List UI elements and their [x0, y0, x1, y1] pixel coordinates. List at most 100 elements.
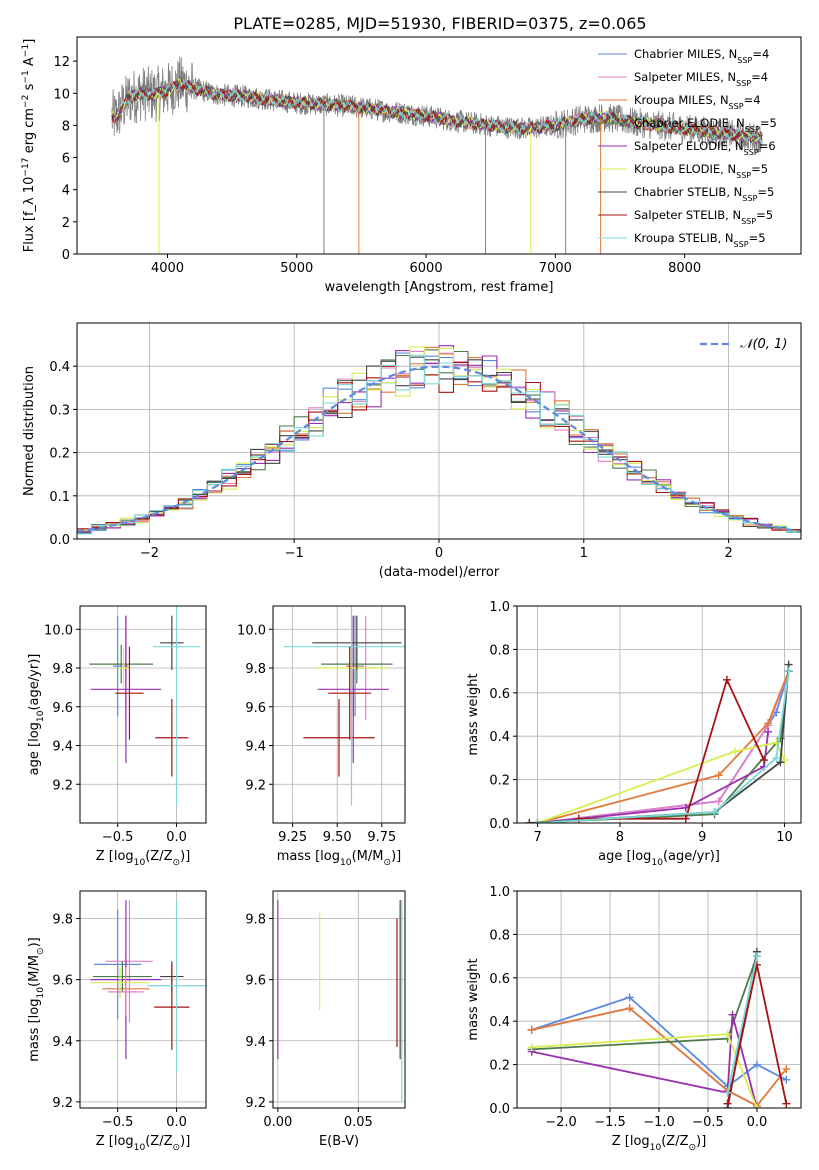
- x-tick-label: 5000: [280, 261, 313, 276]
- weight-line-salpeter-miles: [537, 670, 790, 823]
- weight-line-kroupa-miles: [537, 670, 790, 823]
- x-tick-label: 0.0: [747, 1115, 768, 1130]
- weight-line-chabrier-miles: [537, 670, 790, 823]
- weight-marker-salpeter-stelib: [722, 675, 731, 684]
- y-tick-label: 0.0: [489, 817, 510, 832]
- weight-marker-salpeter-elodie: [728, 1010, 737, 1019]
- y-tick-label: 1.0: [489, 600, 510, 615]
- figure-title: PLATE=0285, MJD=51930, FIBERID=0375, z=0…: [233, 14, 646, 33]
- y-tick-label: 0.2: [489, 1059, 510, 1074]
- age-vs-metallicity-axes: −0.5 0.0 9.2 9.4 9.6 9.8 10.0 Z [log10(Z/Z⊙)] ag…: [27, 605, 207, 868]
- weight-marker-kroupa-stelib: [752, 952, 761, 961]
- x-tick-label: 9.25: [278, 830, 307, 845]
- y-tick-label: 12: [53, 55, 70, 70]
- weight-marker-kroupa-elodie: [527, 1043, 536, 1052]
- weight-marker-chabrier-miles: [625, 993, 634, 1002]
- legend-label-salpeter-elodie: Salpeter ELODIE, NSSP=6: [634, 139, 776, 157]
- legend-label-chabrier-elodie: Chabrier ELODIE, NSSP=5: [634, 116, 777, 134]
- axes-frame: [272, 890, 406, 1109]
- weight-marker-kroupa-elodie: [723, 1030, 732, 1039]
- model-line-kroupa-stelib: [111, 78, 763, 145]
- weight-line-kroupa-elodie: [537, 741, 786, 823]
- y-tick-label: 8: [62, 119, 70, 134]
- y-axis-label: mass [log10(M/M⊙)]: [27, 937, 46, 1061]
- x-tick-label: 9: [698, 830, 706, 845]
- weight-marker-salpeter-elodie: [764, 727, 773, 736]
- weight-line-chabrier-elodie: [529, 670, 790, 823]
- y-tick-label: 0.6: [489, 687, 510, 702]
- x-axis-label: Z [log10(Z/Z⊙)]: [612, 1134, 707, 1153]
- legend-label-salpeter-miles: Salpeter MILES, NSSP=4: [634, 70, 768, 88]
- y-tick-label: 9.2: [52, 1096, 73, 1111]
- legend-label-kroupa-stelib: Kroupa STELIB, NSSP=5: [634, 231, 766, 249]
- y-tick-label: 0.1: [49, 490, 70, 505]
- weight-marker-kroupa-miles: [527, 1025, 536, 1034]
- weight-marker-kroupa-stelib: [710, 808, 719, 817]
- x-axis-label: mass [log10(M/M⊙)]: [277, 849, 401, 868]
- weight-marker-salpeter-stelib: [723, 1099, 732, 1108]
- y-tick-label: 9.4: [52, 740, 73, 755]
- plot-area: [111, 56, 763, 254]
- plot-area: [90, 900, 206, 1072]
- x-axis-label: Z [log10(Z/Z⊙)]: [96, 1134, 191, 1153]
- x-tick-label: −1.5: [594, 1115, 626, 1130]
- weight-line-kroupa-stelib: [537, 670, 790, 823]
- weight-line-kroupa-stelib: [726, 955, 758, 1093]
- weight-marker-kroupa-stelib: [772, 753, 781, 762]
- weight-marker-salpeter-stelib: [782, 1099, 791, 1108]
- x-tick-label: −0.5: [692, 1115, 724, 1130]
- y-tick-label: 10: [53, 87, 70, 102]
- x-tick-label: 8000: [668, 261, 701, 276]
- weight-marker-kroupa-stelib: [533, 819, 542, 823]
- mass-weight-vs-age-axes: 7 8 9 10 0.0 0.2 0.4 0.6 0.8 1.0 age [log10(age/yr…: [466, 600, 802, 868]
- weight-marker-chabrier-miles: [782, 1075, 791, 1084]
- weight-marker-kroupa-stelib: [723, 1088, 732, 1097]
- y-tick-label: 4: [62, 184, 70, 199]
- weight-marker-salpeter-stelib: [759, 756, 768, 765]
- x-axis-label: E(B-V): [319, 1134, 359, 1149]
- y-tick-label: 0.4: [49, 360, 70, 375]
- axes-frame: [272, 605, 406, 824]
- y-tick-label: 0.3: [49, 403, 70, 418]
- weight-marker-kroupa-miles: [782, 1064, 791, 1073]
- y-axis-label: mass weight: [466, 673, 481, 755]
- y-tick-label: 9.6: [245, 701, 266, 716]
- x-tick-label: −0.5: [102, 830, 134, 845]
- age-vs-mass-axes: 9.25 9.50 9.75 9.2 9.4 9.6 9.8 10.0 mass [log10(…: [237, 605, 406, 868]
- plot-area: [283, 606, 405, 806]
- legend-label-chabrier-miles: Chabrier MILES, NSSP=4: [634, 47, 769, 65]
- x-tick-label: 1: [580, 546, 588, 561]
- x-tick-label: 8: [616, 830, 624, 845]
- y-tick-label: 0.0: [49, 533, 70, 548]
- y-tick-label: 9.8: [52, 662, 73, 677]
- y-tick-label: 1.0: [489, 885, 510, 900]
- y-tick-label: 9.6: [52, 701, 73, 716]
- x-tick-label: −1.0: [643, 1115, 675, 1130]
- x-axis-label: Z [log10(Z/Z⊙)]: [96, 849, 191, 868]
- weight-marker-chabrier-miles: [752, 1060, 761, 1069]
- axes-frame: [79, 890, 207, 1109]
- weight-marker-chabrier-stelib: [525, 819, 534, 823]
- weight-marker-kroupa-stelib: [784, 667, 793, 676]
- weight-line-kroupa-elodie: [531, 1033, 758, 1108]
- y-tick-label: 10.0: [237, 623, 266, 638]
- x-tick-label: 0.0: [166, 1115, 187, 1130]
- weight-marker-chabrier-stelib: [776, 758, 785, 767]
- x-tick-label: 4000: [151, 261, 184, 276]
- x-tick-label: 0.00: [263, 1115, 292, 1130]
- y-tick-label: 0.2: [489, 774, 510, 789]
- y-tick-label: 0.6: [489, 972, 510, 987]
- y-tick-label: 0.4: [489, 730, 510, 745]
- x-axis-label: (data-model)/error: [379, 565, 500, 580]
- y-tick-label: 0.2: [49, 447, 70, 462]
- y-tick-label: 6: [62, 152, 70, 167]
- x-axis-label: age [log10(age/yr)]: [598, 849, 720, 868]
- legend-label-kroupa-elodie: Kroupa ELODIE, NSSP=5: [634, 162, 768, 180]
- plot-area: [89, 606, 201, 806]
- x-tick-label: 7: [533, 830, 541, 845]
- y-axis-label: Normed distribution: [22, 366, 37, 496]
- legend-label-salpeter-stelib: Salpeter STELIB, NSSP=5: [634, 208, 773, 226]
- y-tick-label: 0.0: [489, 1102, 510, 1117]
- plot-area: [77, 345, 801, 536]
